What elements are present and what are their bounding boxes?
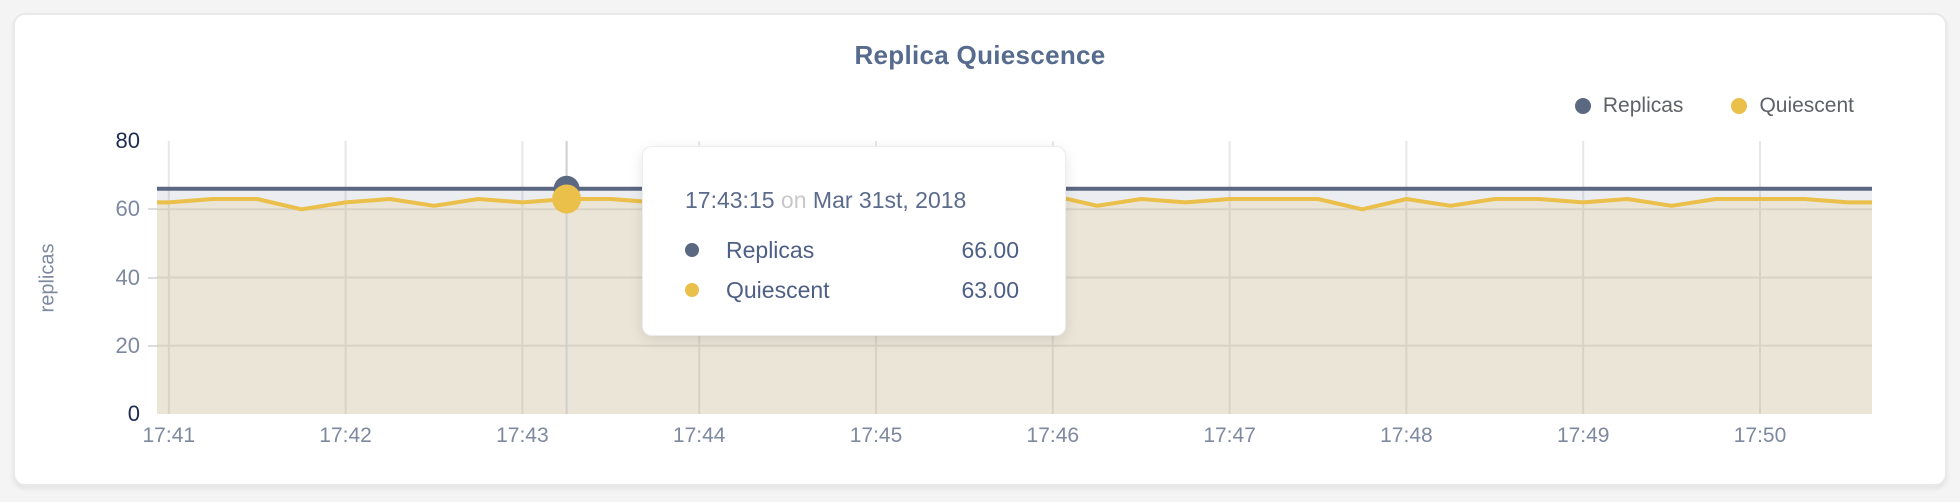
y-tick-label: 40	[115, 264, 140, 290]
tooltip-time: 17:43:15	[685, 187, 775, 213]
x-tick-label: 17:49	[1556, 424, 1610, 447]
tooltip-date: Mar 31st, 2018	[812, 187, 967, 213]
chart-title: Replica Quiescence	[854, 40, 1106, 70]
replicas-series-dot-icon	[1574, 98, 1591, 114]
legend: Replicas Quiescent	[1574, 94, 1854, 118]
tooltip-series-label: Replicas	[726, 236, 815, 263]
y-tick-mark	[148, 344, 157, 347]
y-tick-label: 80	[115, 128, 140, 153]
tooltip-row-quiescent: Quiescent 63.00	[685, 270, 1019, 310]
x-tick-label: 17:50	[1733, 424, 1787, 447]
quiescent-series-dot-icon	[685, 283, 699, 297]
x-tick-label: 17:45	[849, 424, 903, 447]
legend-item-quiescent[interactable]: Quiescent	[1731, 94, 1854, 118]
x-tick-label: 17:47	[1203, 424, 1256, 447]
quiescent-hover-dot	[552, 184, 582, 214]
x-tick-label: 17:46	[1026, 424, 1080, 447]
x-tick-label: 17:43	[496, 424, 549, 447]
x-tick-label: 17:42	[319, 424, 372, 447]
y-tick-label: 60	[115, 196, 140, 222]
x-tick-label: 17:41	[142, 424, 196, 447]
legend-label: Quiescent	[1759, 94, 1854, 117]
y-tick-label: 0	[127, 401, 140, 426]
y-tick-mark	[148, 208, 157, 211]
legend-label: Replicas	[1602, 94, 1684, 117]
tooltip-series-value: 63.00	[961, 276, 1019, 303]
y-tick-label: 20	[115, 332, 140, 358]
hover-tooltip: 17:43:15 on Mar 31st, 2018 Replicas 66.0…	[642, 146, 1066, 336]
y-tick-mark	[148, 276, 157, 279]
tooltip-timestamp: 17:43:15 on Mar 31st, 2018	[685, 187, 1019, 214]
tooltip-connector: on	[780, 187, 807, 213]
tooltip-row-replicas: Replicas 66.00	[685, 230, 1019, 270]
quiescent-series-dot-icon	[1731, 98, 1748, 114]
x-tick-label: 17:48	[1380, 424, 1433, 447]
tooltip-series-value: 66.00	[961, 236, 1019, 263]
legend-item-replicas[interactable]: Replicas	[1574, 94, 1684, 118]
x-tick-label: 17:44	[672, 424, 726, 447]
tooltip-series-label: Quiescent	[726, 276, 830, 303]
replicas-series-dot-icon	[685, 243, 699, 257]
